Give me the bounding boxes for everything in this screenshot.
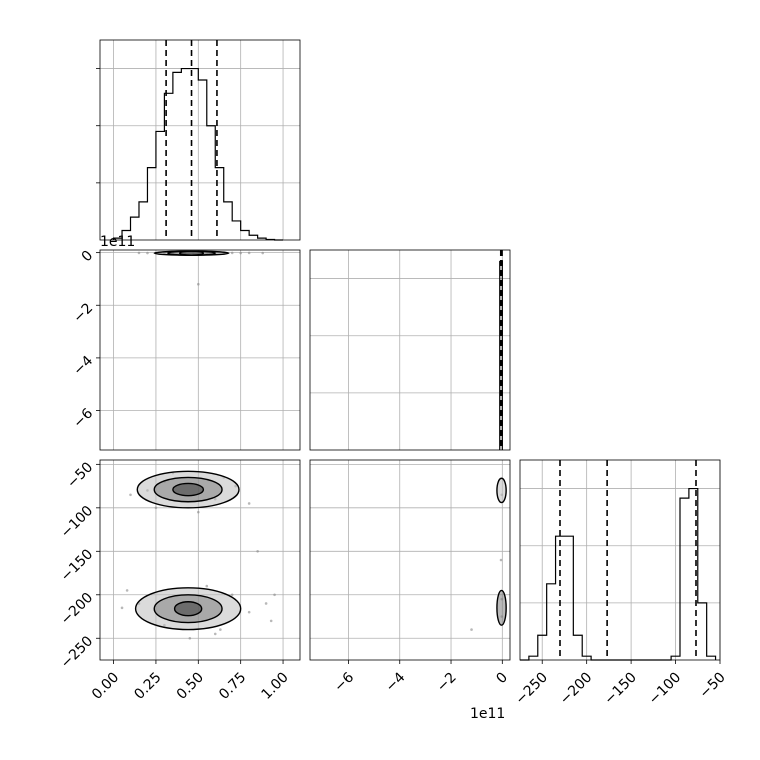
scatter-p0-vs-p1-point-10 [239, 251, 242, 255]
scatter-p0-vs-p2-point-4 [129, 493, 132, 497]
p0-axis-xlabel-0: 0.00 [89, 669, 122, 702]
scatter-p1-vs-p2-background [310, 460, 510, 660]
scatter-p0-vs-p2-point-14 [188, 636, 192, 640]
scatter-p0-vs-p2-point-5 [247, 502, 251, 505]
p1-axis-ylabel-0: 0 [79, 248, 97, 266]
p2-bottom-axis-xlabel-4: −50 [697, 669, 729, 701]
offset-label-left: 1e11 [100, 234, 135, 250]
scatter-p0-vs-p2-point-18 [197, 510, 200, 514]
scatter-p0-vs-p1-frame [99, 249, 301, 451]
hist-p1-background [310, 250, 510, 450]
scatter-p0-vs-p2 [96, 459, 301, 664]
p1-bottom-axis-xlabel-0: −6 [331, 669, 357, 695]
p2-bottom-axis-xlabel-1: −200 [557, 669, 596, 708]
scatter-p0-vs-p1-point-8 [230, 251, 234, 255]
scatter-p0-vs-p2-point-6 [154, 506, 158, 510]
hist-p1-frame [309, 249, 511, 451]
p2-axis-ylabel-0: −50 [64, 459, 96, 491]
hist-p1 [309, 249, 511, 451]
scatter-p0-vs-p1-contour-2 [178, 250, 205, 256]
p1-bottom-axis-xlabel-2: −2 [434, 669, 460, 695]
scatter-p0-vs-p2-contour-2 [172, 482, 205, 497]
p1-axis-ylabel-3: −6 [70, 405, 96, 431]
scatter-p1-vs-p2-point-3 [470, 628, 473, 631]
p0-axis-xlabel-4: 1.00 [258, 669, 291, 702]
hist-p0-background [100, 40, 300, 240]
scatter-p1-vs-p2-frame [309, 459, 511, 661]
hist-p0-frame [99, 39, 301, 241]
hist-p0 [96, 39, 301, 241]
scatter-p0-vs-p2-contour-5 [173, 601, 203, 617]
scatter-p0-vs-p2-point-20 [125, 589, 129, 592]
p2-bottom-axis-xlabel-3: −100 [646, 669, 685, 708]
scatter-p0-vs-p2-point-10 [230, 593, 234, 597]
scatter-p0-vs-p2-point-15 [205, 584, 209, 588]
scatter-p0-vs-p2-point-22 [256, 550, 259, 553]
p2-axis-ylabel-1: −100 [58, 503, 97, 542]
p2-axis-ylabel-3: −200 [58, 590, 97, 629]
scatter-p0-vs-p2-point-21 [269, 619, 273, 623]
p2-bottom-axis-xlabel-0: −250 [512, 669, 551, 708]
p2-bottom-axis-xlabel-2: −150 [601, 669, 640, 708]
scatter-p0-vs-p2-point-23 [219, 628, 222, 631]
scatter-p0-vs-p2-point-12 [120, 606, 124, 610]
scatter-p0-vs-p1-point-13 [261, 251, 265, 255]
p2-axis-ylabel-2: −150 [58, 546, 97, 585]
scatter-p0-vs-p2-point-11 [247, 610, 251, 614]
p0-axis-xlabel-1: 0.25 [131, 669, 164, 702]
p2-axis-ylabel-4: −250 [58, 633, 97, 672]
scatter-p0-vs-p1-background [100, 250, 300, 450]
scatter-p1-vs-p2-contour-1 [496, 589, 507, 626]
p0-axis-xlabel-3: 0.75 [216, 669, 249, 702]
scatter-p1-vs-p2-point-4 [499, 558, 503, 562]
scatter-p0-vs-p1-point-11 [137, 251, 141, 255]
scatter-p0-vs-p2-point-19 [213, 632, 217, 636]
scatter-p0-vs-p1 [96, 249, 301, 451]
scatter-p0-vs-p1-point-14 [197, 282, 200, 286]
scatter-p0-vs-p1-point-12 [247, 251, 251, 255]
scatter-p1-vs-p2 [309, 459, 511, 664]
p1-axis-ylabel-1: −2 [70, 300, 96, 326]
hist-p2-frame [519, 459, 721, 661]
p1-bottom-axis-xlabel-1: −4 [383, 669, 409, 695]
scatter-p0-vs-p2-point-13 [264, 602, 268, 605]
scatter-p0-vs-p1-point-9 [146, 251, 149, 255]
hist-p2-background [520, 460, 720, 660]
p1-axis-ylabel-2: −4 [70, 353, 96, 379]
p0-axis-xlabel-2: 0.50 [174, 669, 207, 702]
hist-p2 [519, 459, 721, 664]
scatter-p0-vs-p2-frame [99, 459, 301, 661]
scatter-p1-vs-p2-contour-0 [496, 477, 507, 504]
scatter-p0-vs-p2-point-16 [273, 593, 276, 597]
p1-bottom-axis-xlabel-3: 0 [493, 669, 511, 687]
hist-p0-steps [112, 67, 284, 241]
offset-label-bottom: 1e11 [470, 706, 505, 722]
